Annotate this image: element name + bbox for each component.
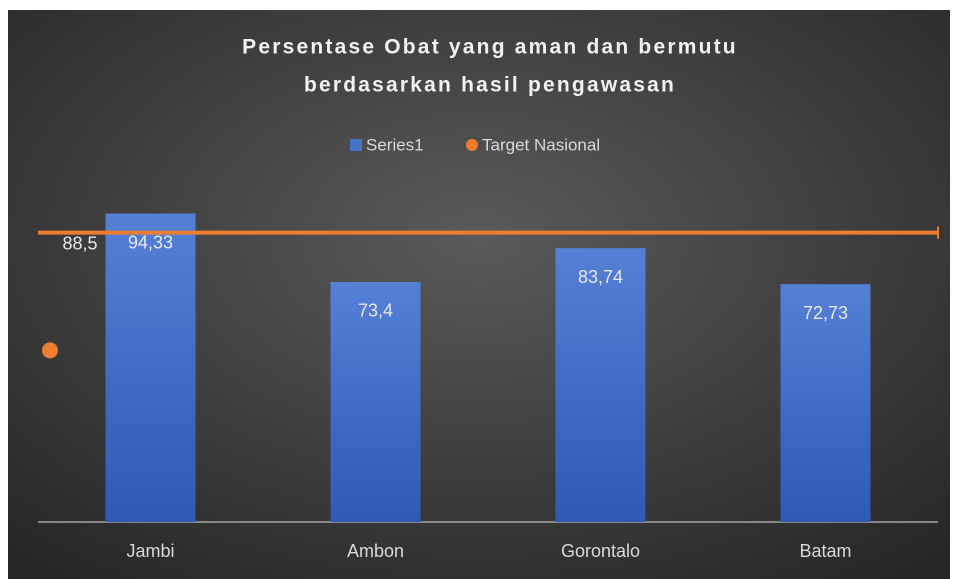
chart-title: berdasarkan hasil pengawasan xyxy=(304,74,676,97)
data-label: 94,33 xyxy=(128,232,173,252)
target-label: 88,5 xyxy=(62,233,97,253)
data-label: 73,4 xyxy=(358,301,393,321)
bar xyxy=(330,281,421,522)
legend-swatch xyxy=(466,139,478,151)
x-tick-label: Jambi xyxy=(126,541,174,561)
chart-title: Persentase Obat yang aman dan bermutu xyxy=(242,36,738,59)
target-marker xyxy=(42,342,58,359)
x-tick-label: Ambon xyxy=(347,541,404,561)
legend-label: Series1 xyxy=(366,135,424,154)
bar xyxy=(780,284,871,522)
x-tick-label: Gorontalo xyxy=(561,541,640,561)
data-label: 72,73 xyxy=(803,303,848,323)
data-label: 83,74 xyxy=(578,267,623,287)
bar xyxy=(105,213,196,522)
x-tick-label: Batam xyxy=(799,541,851,561)
legend-label: Target Nasional xyxy=(482,135,600,154)
bar xyxy=(555,248,646,522)
legend-swatch xyxy=(350,139,362,151)
